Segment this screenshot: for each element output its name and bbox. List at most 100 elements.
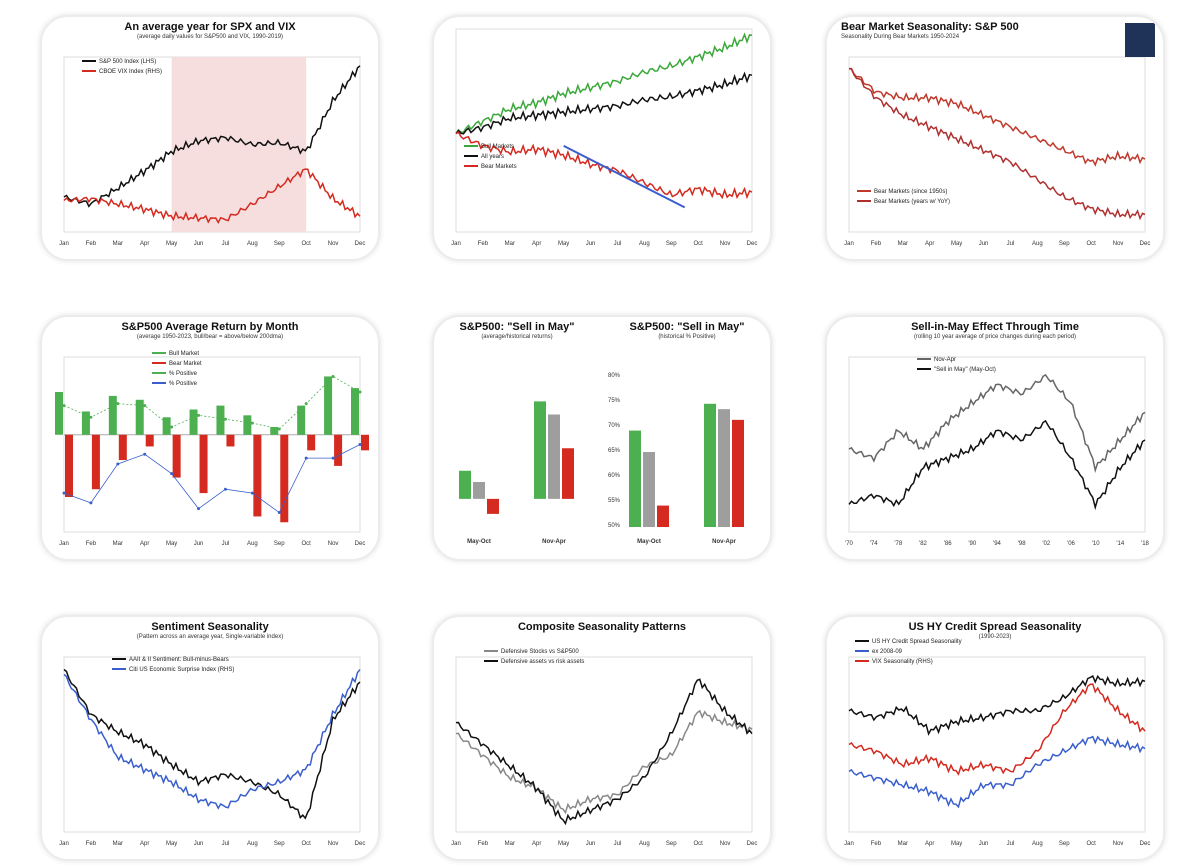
x-tick-label: '02 (1042, 541, 1050, 547)
x-tick-label: Nov-Apr (712, 539, 736, 545)
x-tick-label: Dec (355, 241, 366, 247)
chart-svg: Jan Feb Mar Apr May Jun Jul Aug Sep Oct Nov Dec (59, 56, 366, 247)
legend-item: Bull Markets (464, 142, 517, 152)
bar (361, 434, 369, 451)
x-tick-label: Dec (1140, 841, 1151, 847)
x-tick-label: Apr (140, 541, 149, 547)
x-tick-label: Dec (355, 841, 366, 847)
legend-item: Bear Market (152, 359, 202, 369)
data-point (223, 417, 227, 421)
chart-svg: Jan Feb Mar Apr May Jun Jul Aug Sep Oct Nov Dec (844, 56, 1150, 247)
bar (172, 434, 181, 478)
legend-swatch (484, 660, 498, 663)
legend-label: S&P 500 Index (LHS) (99, 59, 157, 65)
x-tick-label: Apr (140, 841, 149, 847)
legend: Bull Market Bear Market % Positive % Positi… (152, 349, 202, 389)
legend-swatch (112, 668, 126, 671)
y-tick-label: 65% (608, 448, 621, 454)
legend-item: Defensive Stocks vs S&P500 (484, 647, 584, 657)
x-tick-label: Mar (113, 541, 123, 547)
x-tick-label: Aug (247, 541, 258, 547)
x-tick-label: Jan (844, 241, 854, 247)
data-point (197, 413, 201, 417)
data-point (62, 491, 66, 495)
y-tick-label: 60% (608, 473, 621, 479)
legend-label: US HY Credit Spread Seasonality (872, 639, 962, 645)
legend: AAII & II Sentiment: Bull-minus-Bears Cit… (112, 655, 234, 675)
x-tick-label: Aug (639, 841, 650, 847)
x-tick-label: Jul (614, 241, 622, 247)
x-tick-label: Oct (694, 841, 704, 847)
x-tick-label: May-Oct (637, 539, 661, 545)
chart-panel-3: Jan Feb Mar Apr May Jun Jul Aug Sep Oct Nov Dec Bear… (825, 15, 1165, 261)
legend-item: ex 2008-09 (855, 647, 962, 657)
x-tick-label: Apr (532, 241, 541, 247)
chart-svg: '70 '74 '78 '82 '86 '90 '94 '98 '02 '06 '10 '14 '18 (845, 356, 1150, 547)
x-tick-label: '86 (944, 541, 952, 547)
legend-item: Citi US Economic Surprise Index (RHS) (112, 665, 234, 675)
data-point (116, 462, 120, 466)
x-tick-label: Nov (720, 841, 731, 847)
x-tick-label: Oct (302, 541, 312, 547)
bar (718, 409, 730, 527)
chart-panel-7: Jan Feb Mar Apr May Jun Jul Aug Sep Oct Nov Dec Sent… (40, 615, 380, 861)
legend-label: "Sell in May" (May-Oct) (934, 367, 996, 373)
legend-swatch (855, 660, 869, 663)
legend-item: Bear Markets (years w/ YoY) (857, 197, 950, 207)
x-tick-label: Aug (247, 841, 258, 847)
series-line (455, 678, 753, 826)
legend-swatch (152, 372, 166, 375)
data-point (89, 415, 93, 419)
x-tick-label: Jun (194, 841, 204, 847)
y-tick-label: 55% (608, 498, 621, 504)
x-tick-label: Feb (871, 841, 882, 847)
chart-subtitle: (average 1950-2023, bull/bear = above/be… (136, 334, 284, 340)
x-tick-label: Jun (979, 241, 989, 247)
bar (459, 470, 471, 499)
x-tick-label: Nov (720, 241, 731, 247)
x-tick-label: Feb (871, 241, 882, 247)
x-tick-label: Mar (505, 841, 515, 847)
legend-label: ex 2008-09 (872, 649, 903, 655)
legend-label: % Positive (169, 381, 198, 387)
bar (297, 405, 306, 435)
series-line (848, 735, 1146, 809)
chart-panel-9: Jan Feb Mar Apr May Jun Jul Aug Sep Oct Nov Dec US H… (825, 615, 1165, 861)
legend-swatch (857, 190, 871, 193)
legend: US HY Credit Spread Seasonality ex 2008-0… (855, 637, 962, 667)
y-tick-label: 80% (608, 373, 621, 379)
legend-item: Nov-Apr (917, 355, 996, 365)
x-tick-label: Jul (1007, 841, 1015, 847)
x-tick-label: '82 (919, 541, 927, 547)
x-tick-label: Sep (274, 241, 285, 247)
series-line (848, 674, 1146, 736)
bar (324, 376, 333, 435)
x-tick-label: Aug (247, 241, 258, 247)
chart-title: S&P500 Average Return by Month (121, 321, 299, 333)
bar (534, 401, 546, 499)
x-tick-label: Jun (586, 241, 596, 247)
data-point (277, 427, 281, 431)
bar (91, 434, 100, 490)
legend-label: Bear Markets (since 1950s) (874, 189, 948, 195)
legend-label: Nov-Apr (934, 357, 957, 363)
x-tick-label: May (166, 241, 177, 247)
x-tick-label: '18 (1141, 541, 1149, 547)
x-tick-label: May-Oct (467, 539, 491, 545)
y-tick-label: 70% (608, 423, 621, 429)
x-tick-label: Mar (113, 241, 123, 247)
chart-title: Sell-in-May Effect Through Time (911, 321, 1079, 333)
bar (643, 452, 655, 527)
x-tick-label: Jun (586, 841, 596, 847)
bar (145, 434, 154, 447)
x-tick-label: Aug (639, 241, 650, 247)
x-tick-label: Nov (328, 541, 339, 547)
x-tick-label: Jun (979, 841, 989, 847)
legend-swatch (464, 155, 478, 158)
legend: Bear Markets (since 1950s) Bear Markets (… (857, 187, 950, 207)
plot-area (455, 656, 753, 833)
x-tick-label: Dec (355, 541, 366, 547)
legend-label: AAII & II Sentiment: Bull-minus-Bears (129, 657, 229, 663)
x-tick-label: Nov (1113, 241, 1124, 247)
x-tick-label: Oct (1087, 241, 1097, 247)
